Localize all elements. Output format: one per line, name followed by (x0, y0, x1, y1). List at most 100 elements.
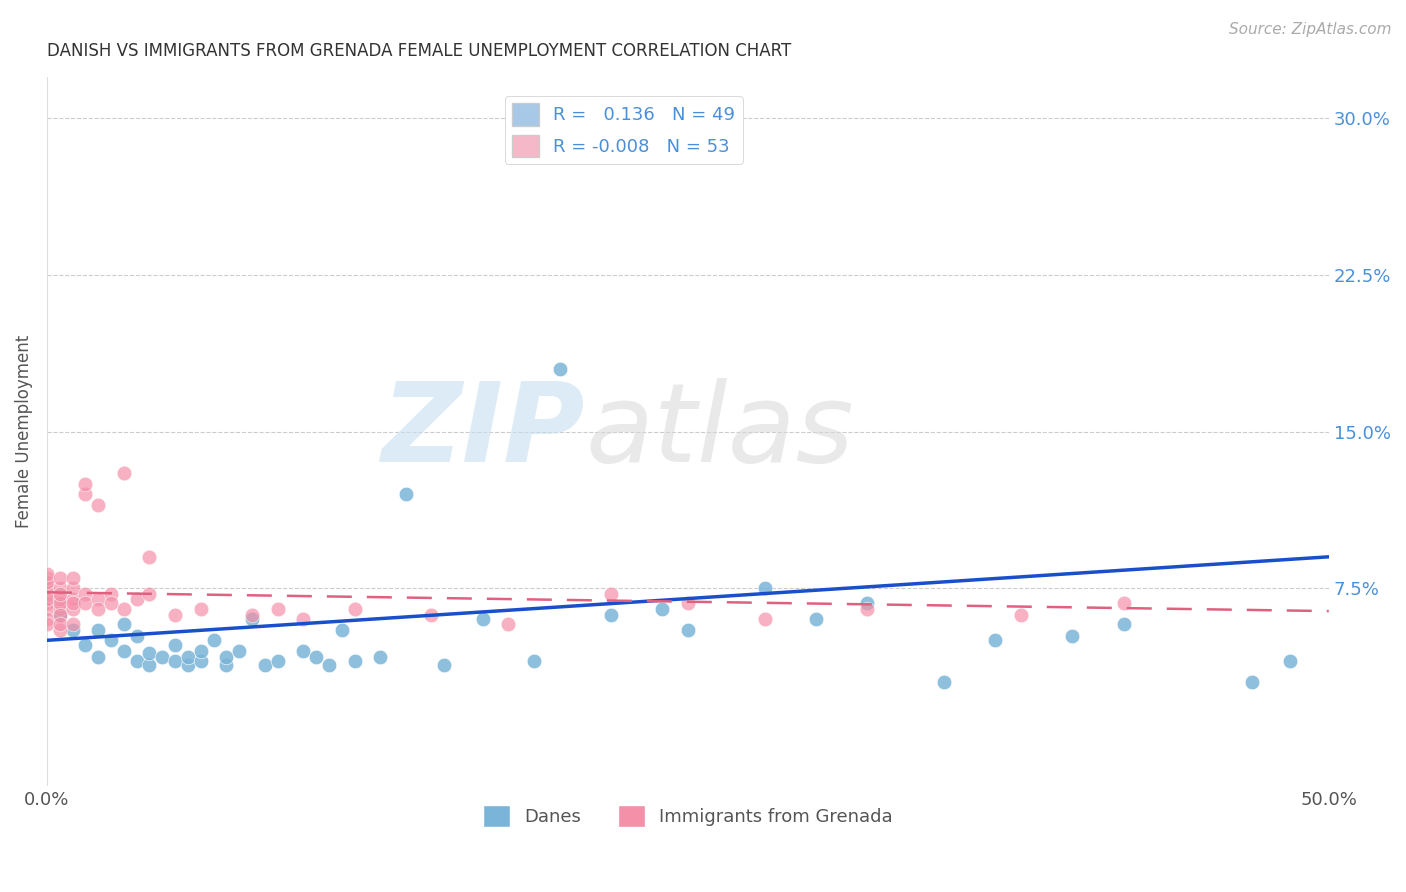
Point (228, 644, 250, 658)
Point (35, 587, 58, 601)
Text: DANISH VS IMMIGRANTS FROM GRENADA FEMALE UNEMPLOYMENT CORRELATION CHART: DANISH VS IMMIGRANTS FROM GRENADA FEMALE… (46, 42, 792, 60)
Point (100, 587, 122, 601)
Point (75, 596, 97, 610)
Point (676, 623, 699, 637)
Point (330, 623, 353, 637)
Point (856, 596, 879, 610)
Point (651, 602, 673, 616)
Point (343, 654, 366, 668)
Point (1112, 616, 1135, 631)
Point (125, 654, 148, 668)
Point (35, 581, 58, 595)
Point (600, 587, 623, 601)
Point (35, 612, 58, 626)
Point (215, 658, 238, 673)
Point (305, 650, 328, 665)
Point (48, 587, 70, 601)
Point (523, 654, 546, 668)
Text: ZIP: ZIP (382, 378, 585, 485)
Point (112, 467, 135, 481)
Point (138, 658, 160, 673)
Point (1062, 629, 1084, 643)
Point (75, 487, 97, 501)
Point (1240, 675, 1263, 690)
Point (138, 646, 160, 660)
Point (420, 608, 443, 623)
Point (190, 644, 212, 658)
Point (215, 650, 238, 665)
Point (856, 602, 879, 616)
Point (240, 608, 263, 623)
Point (35, 616, 58, 631)
Point (35, 574, 58, 589)
Point (62, 596, 84, 610)
Point (125, 591, 148, 606)
Point (112, 644, 135, 658)
Point (35, 602, 58, 616)
Text: Source: ZipAtlas.com: Source: ZipAtlas.com (1229, 22, 1392, 37)
Point (548, 362, 571, 376)
Legend: Danes, Immigrants from Grenada: Danes, Immigrants from Grenada (475, 797, 900, 834)
Point (62, 602, 84, 616)
Point (433, 658, 456, 673)
Point (87, 591, 110, 606)
Point (804, 612, 827, 626)
Point (125, 629, 148, 643)
Point (984, 633, 1007, 648)
Point (48, 608, 70, 623)
Point (35, 591, 58, 606)
Point (1010, 608, 1032, 623)
Y-axis label: Female Unemployment: Female Unemployment (15, 334, 32, 528)
Point (35, 571, 58, 585)
Point (934, 675, 956, 690)
Point (754, 581, 776, 595)
Point (62, 616, 84, 631)
Point (87, 498, 110, 512)
Point (177, 650, 200, 665)
Point (138, 549, 160, 564)
Point (112, 616, 135, 631)
Point (138, 587, 160, 601)
Point (75, 476, 97, 491)
Point (676, 596, 699, 610)
Point (62, 623, 84, 637)
Point (100, 596, 122, 610)
Point (100, 633, 122, 648)
Point (48, 596, 70, 610)
Point (48, 591, 70, 606)
Point (87, 650, 110, 665)
Point (35, 596, 58, 610)
Point (754, 612, 776, 626)
Point (150, 650, 173, 665)
Point (1112, 596, 1135, 610)
Point (202, 633, 225, 648)
Point (266, 602, 288, 616)
Point (240, 612, 263, 626)
Point (292, 644, 315, 658)
Point (177, 658, 200, 673)
Point (87, 602, 110, 616)
Point (62, 581, 84, 595)
Point (48, 602, 70, 616)
Point (165, 654, 187, 668)
Point (48, 571, 70, 585)
Point (318, 658, 340, 673)
Point (266, 654, 288, 668)
Point (1279, 654, 1302, 668)
Point (343, 602, 366, 616)
Point (75, 587, 97, 601)
Point (62, 591, 84, 606)
Point (395, 487, 418, 501)
Point (48, 608, 70, 623)
Point (471, 612, 494, 626)
Point (87, 623, 110, 637)
Point (292, 612, 315, 626)
Point (165, 638, 187, 652)
Point (35, 566, 58, 581)
Point (498, 616, 520, 631)
Point (368, 650, 391, 665)
Point (75, 638, 97, 652)
Point (165, 608, 187, 623)
Point (62, 571, 84, 585)
Point (48, 616, 70, 631)
